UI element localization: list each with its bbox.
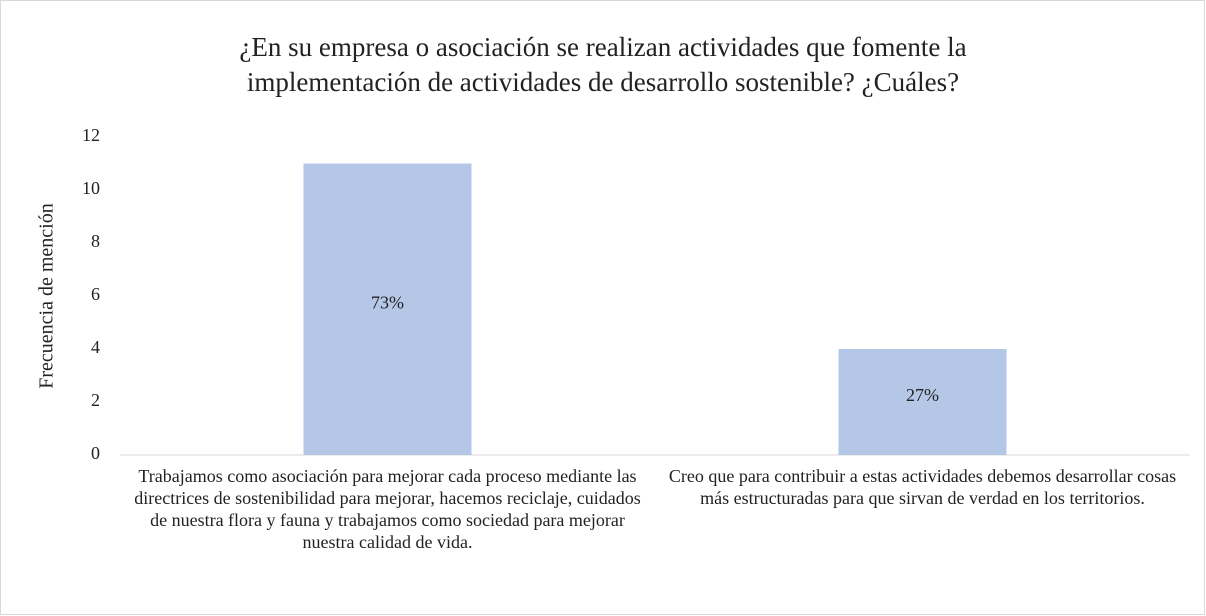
y-tick-label: 10 <box>82 178 100 198</box>
x-tick-label: Creo que para contribuir a estas activid… <box>668 466 1177 508</box>
data-label: 73% <box>371 292 404 312</box>
y-tick-label: 12 <box>82 125 100 145</box>
y-tick-label: 2 <box>91 390 100 410</box>
bar <box>303 163 472 455</box>
x-tick-label: Trabajamos como asociación para mejorar … <box>134 466 641 552</box>
chart-title: ¿En su empresa o asociación se realizan … <box>239 32 967 97</box>
y-tick-label: 4 <box>91 337 100 357</box>
bar <box>838 349 1007 455</box>
data-label: 27% <box>906 385 939 405</box>
y-tick-label: 6 <box>91 284 100 304</box>
y-tick-label: 0 <box>91 443 100 463</box>
y-tick-label: 8 <box>91 231 100 251</box>
y-axis-label: Frecuencia de mención <box>36 203 58 388</box>
